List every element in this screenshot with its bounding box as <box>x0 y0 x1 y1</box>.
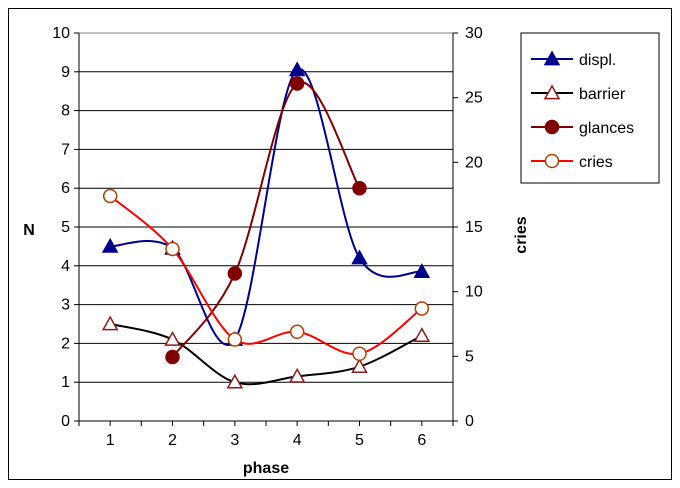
series-glances <box>165 76 367 365</box>
chart-frame: 0 1 2 3 4 5 6 7 8 9 10 0 5 10 15 20 25 30 1 2 3 4 5 6 displ. bar… <box>8 8 672 480</box>
y2-tick-label: 25 <box>465 90 483 107</box>
x-tick-label: 3 <box>230 432 239 449</box>
x-tick-label: 1 <box>106 432 115 449</box>
y2-axis-title: cries <box>513 216 530 253</box>
data-point <box>351 249 368 265</box>
x-tick-label: 6 <box>417 432 426 449</box>
y2-tick-label: 10 <box>465 284 483 301</box>
legend-label: displ. <box>579 52 616 69</box>
data-point <box>102 188 118 204</box>
legend-label: barrier <box>579 86 626 103</box>
y-tick-label: 2 <box>61 335 70 352</box>
y-tick-label: 9 <box>61 64 70 81</box>
y2-tick-label: 20 <box>465 154 483 171</box>
data-point <box>164 330 181 346</box>
y-tick-label: 1 <box>61 374 70 391</box>
series-line <box>109 323 423 386</box>
y-axis-title: N <box>23 222 35 239</box>
data-point <box>226 373 244 389</box>
data-point <box>165 241 180 257</box>
legend-marker <box>544 119 560 135</box>
data-point <box>351 358 368 374</box>
y-tick-label: 8 <box>61 103 70 120</box>
y-tick-label: 5 <box>61 219 70 236</box>
data-point <box>352 346 367 361</box>
series-layer <box>101 61 431 389</box>
series-displ <box>101 61 431 346</box>
legend: displ. barrier glances cries <box>520 32 660 184</box>
series-line <box>171 81 361 358</box>
x-tick-label: 2 <box>168 432 177 449</box>
data-point <box>413 327 431 342</box>
data-point <box>288 367 306 383</box>
x-tick-label: 5 <box>355 432 364 449</box>
y2-tick-label: 5 <box>465 348 474 365</box>
y-tick-label: 0 <box>61 413 70 430</box>
series-cries <box>102 188 430 361</box>
legend-marker <box>543 50 561 66</box>
data-point <box>289 76 305 91</box>
line-chart: 0 1 2 3 4 5 6 7 8 9 10 0 5 10 15 20 25 30 1 2 3 4 5 6 displ. bar… <box>23 25 660 477</box>
data-point <box>165 349 180 365</box>
axes-layer: 0 1 2 3 4 5 6 7 8 9 10 0 5 10 15 20 25 30 1 2 3 4 5 6 <box>52 25 483 449</box>
data-point <box>352 180 367 196</box>
data-point <box>101 237 119 253</box>
legend-marker <box>543 84 561 100</box>
data-point <box>101 315 119 331</box>
legend-label: glances <box>579 120 634 137</box>
y-tick-label: 4 <box>61 258 70 275</box>
y-tick-label: 3 <box>61 297 70 314</box>
data-point <box>413 263 431 278</box>
legend-marker <box>544 153 560 169</box>
data-point <box>227 266 243 281</box>
data-point <box>288 61 306 77</box>
series-barrier <box>101 315 431 389</box>
y-tick-label: 10 <box>52 25 70 42</box>
y-tick-label: 7 <box>61 141 70 158</box>
y2-tick-label: 0 <box>465 413 474 430</box>
series-line <box>109 195 423 356</box>
legend-label: cries <box>579 154 613 171</box>
y-tick-label: 6 <box>61 180 70 197</box>
y2-tick-label: 15 <box>465 219 483 236</box>
y2-tick-label: 30 <box>465 25 483 42</box>
data-point <box>414 301 430 316</box>
x-axis-title: phase <box>243 460 289 477</box>
data-point <box>227 332 243 347</box>
x-tick-label: 4 <box>293 432 302 449</box>
data-point <box>289 324 305 340</box>
